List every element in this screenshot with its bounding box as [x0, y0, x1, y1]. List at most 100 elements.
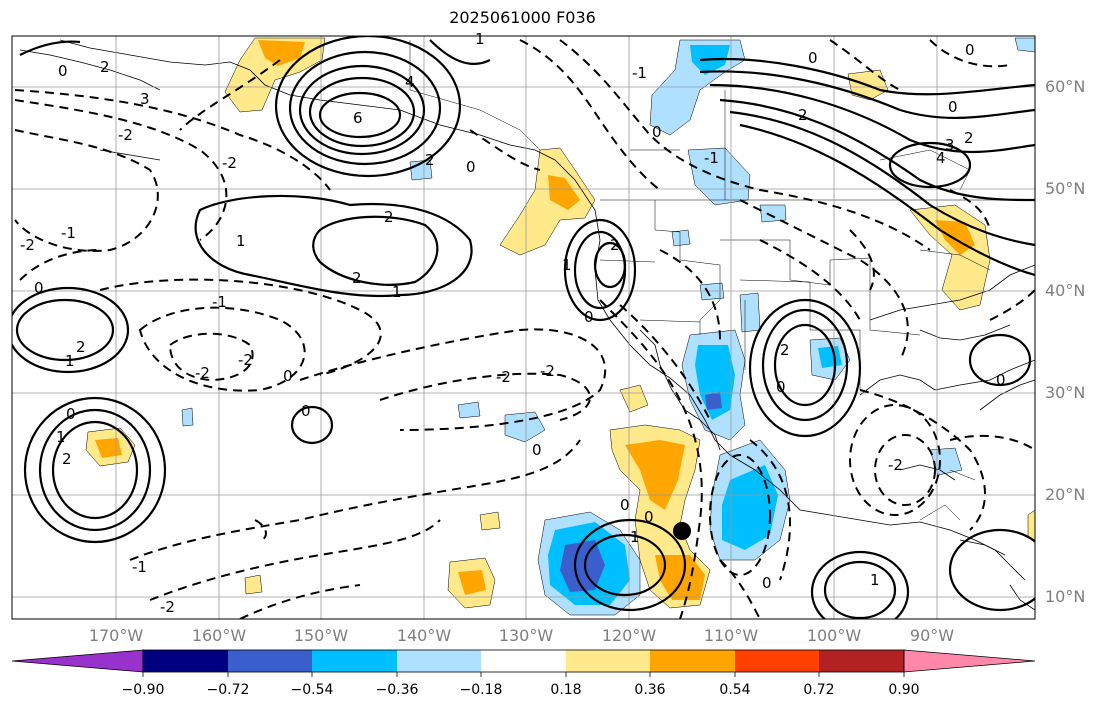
coastlines: [19, 39, 1035, 611]
contour-label: 2: [62, 450, 72, 468]
contour-label: -2: [20, 236, 35, 254]
gridlines: [12, 36, 1035, 619]
colorbar-segment: [903, 649, 1036, 673]
contour-label: 2: [100, 58, 110, 76]
contour-label: 4: [936, 149, 946, 167]
contour-label: -1: [132, 558, 147, 576]
contour-label: 1: [56, 428, 66, 446]
contour-label: 0: [301, 402, 311, 420]
lon-label: 100°W: [806, 626, 862, 645]
colorbar-segment: [11, 649, 144, 673]
colorbar-tick-label: −0.18: [459, 682, 503, 698]
contour-label: 1: [236, 232, 246, 250]
colorbar-tick-label: −0.54: [290, 682, 334, 698]
colorbar-tick-label: −0.72: [206, 682, 250, 698]
contour-label: -2: [888, 456, 903, 474]
lat-label: 50°N: [1045, 179, 1086, 198]
contour-label: -1: [704, 149, 719, 167]
contour-label: 0: [644, 508, 654, 526]
lon-label: 130°W: [498, 626, 554, 645]
map-title: 2025061000 F036: [449, 8, 596, 27]
colorbar-segment: [650, 650, 735, 672]
colorbar-segment: [481, 650, 566, 672]
colorbar-tick-label: 0.90: [888, 682, 920, 698]
storm-center-dot: [673, 522, 691, 540]
lat-label: 10°N: [1045, 587, 1086, 606]
lat-label: 40°N: [1045, 281, 1086, 300]
colorbar-segment: [228, 650, 312, 672]
contour-label: 0: [652, 123, 662, 141]
contour-label: 0: [283, 367, 293, 385]
contour-label: 0: [808, 49, 818, 67]
lon-label: 150°W: [293, 626, 349, 645]
contour-label: 4: [405, 73, 415, 91]
contour-label: 0: [34, 279, 44, 297]
lon-label: 120°W: [601, 626, 657, 645]
negative-anomaly-shading: [181, 37, 1035, 616]
colorbar-segment: [143, 650, 228, 672]
lon-label: 110°W: [703, 626, 759, 645]
contour-label: 6: [353, 109, 363, 127]
contour-label: 2: [425, 151, 435, 169]
lon-label: 90°W: [909, 626, 955, 645]
negative-contours: [14, 39, 1035, 619]
colorbar-segment: [397, 650, 481, 672]
contour-label: 2: [384, 208, 394, 226]
contour-label: 0: [532, 441, 542, 459]
contour-label: -2: [195, 364, 210, 382]
political-boundaries: [409, 40, 1035, 521]
contour-label: -2: [118, 126, 133, 144]
contour-label: -2: [222, 154, 237, 172]
contour-label: 0: [584, 308, 594, 326]
colorbar-segment: [819, 650, 904, 672]
colorbar: [11, 649, 1036, 677]
contour-label: 0: [58, 62, 68, 80]
lon-label: 170°W: [88, 626, 144, 645]
contour-label: 0: [776, 378, 786, 396]
contour-label: 0: [762, 574, 772, 592]
contour-labels: 6 4 2 0 2 2 1 1 0 2 1 0 1 2 -2 -2 -1 -1 …: [20, 30, 1006, 616]
contour-label: 1: [870, 571, 880, 589]
colorbar-tick-label: 0.72: [803, 682, 835, 698]
contour-label: -2: [496, 368, 511, 386]
contour-label: 2: [798, 106, 808, 124]
colorbar-segment: [312, 650, 397, 672]
map-frame: [11, 35, 1036, 620]
colorbar-segment: [566, 650, 650, 672]
colorbar-tick-label: −0.90: [121, 682, 165, 698]
contour-label: 1: [562, 256, 572, 274]
lat-label: 30°N: [1045, 383, 1086, 402]
contour-label: 2: [352, 269, 362, 287]
contour-label: 2: [610, 236, 620, 254]
contour-label: -2: [160, 598, 175, 616]
contour-label: 2: [964, 129, 974, 147]
contour-label: 0: [66, 405, 76, 423]
lon-label: 140°W: [396, 626, 452, 645]
contour-label: -2: [540, 362, 555, 380]
contour-label: 0: [948, 98, 958, 116]
contour-label: 1: [475, 30, 485, 48]
contour-label: 0: [965, 41, 975, 59]
colorbar-segment: [735, 650, 819, 672]
contour-label: 0: [620, 496, 630, 514]
contour-label: 1: [65, 352, 75, 370]
contour-label: 2: [780, 341, 790, 359]
contour-label: 2: [76, 338, 86, 356]
lat-label: 20°N: [1045, 485, 1086, 504]
contour-label: 3: [140, 90, 150, 108]
colorbar-tick-label: 0.18: [550, 682, 582, 698]
positive-contours: [12, 36, 1035, 619]
lat-label: 60°N: [1045, 77, 1086, 96]
colorbar-tick-label: 0.36: [634, 682, 666, 698]
contour-label: 1: [630, 528, 640, 546]
colorbar-tick-label: −0.36: [375, 682, 419, 698]
contour-label: -1: [61, 224, 76, 242]
contour-label: 3: [945, 136, 955, 154]
contour-label: -1: [212, 293, 227, 311]
lon-label: 160°W: [191, 626, 247, 645]
contour-label: -1: [632, 64, 647, 82]
contour-label: 0: [466, 158, 476, 176]
colorbar-tick-label: 0.54: [719, 682, 751, 698]
contour-label: 0: [996, 371, 1006, 389]
